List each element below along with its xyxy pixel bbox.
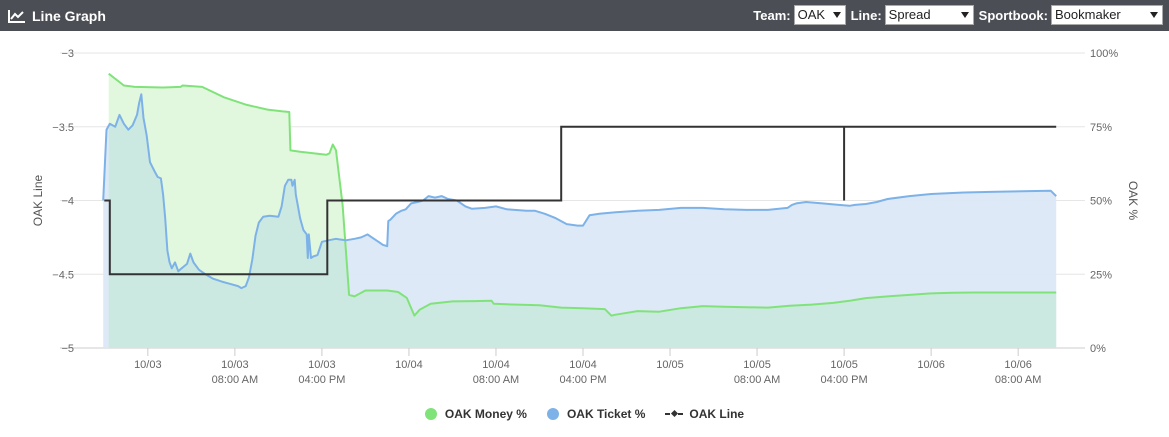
team-select-value: OAK: [797, 7, 826, 22]
y-left-tick-label: −3: [61, 48, 74, 60]
line-graph: 10/03 10/03 08:00 AM 10/03 04:00 PM 10/04 10/0…: [31, 48, 1140, 386]
legend-item-line[interactable]: OAK Line: [665, 407, 744, 421]
x-tick-label: 10/05: [743, 359, 771, 371]
x-tick-label: 10/05: [656, 359, 684, 371]
x-tick-label: 10/05: [830, 359, 858, 371]
sportsbook-select-value: Bookmaker: [1055, 7, 1121, 22]
legend-label-money: OAK Money %: [444, 407, 527, 421]
x-tick-label: 10/04: [395, 359, 423, 371]
x-tick-label: 10/03: [221, 359, 249, 371]
line-chart-icon: [8, 9, 26, 23]
chevron-down-icon: [1150, 12, 1158, 18]
x-tick-label: 10/04: [569, 359, 597, 371]
x-tick-label: 08:00 AM: [734, 374, 780, 386]
x-tick-label: 10/06: [1004, 359, 1032, 371]
legend-label-ticket: OAK Ticket %: [566, 407, 646, 421]
money-series-swatch: [424, 408, 437, 420]
chart-title: Line Graph: [32, 7, 106, 24]
x-tick-label: 10/03: [134, 359, 162, 371]
x-tick-label: 10/06: [917, 359, 945, 371]
line-series-swatch: [665, 408, 684, 420]
sportsbook-select[interactable]: Bookmaker: [1051, 5, 1163, 25]
y-right-tick-label: 50%: [1090, 196, 1112, 208]
sportsbook-label: Sportbook:: [978, 7, 1048, 23]
team-label: Team:: [753, 7, 791, 23]
line-select-value: Spread: [888, 7, 931, 22]
x-tick-label: 08:00 AM: [995, 374, 1041, 386]
x-tick-label: 08:00 AM: [473, 374, 519, 386]
x-tick-label: 10/04: [482, 359, 510, 371]
chart-area: 10/03 10/03 08:00 AM 10/03 04:00 PM 10/04 10/0…: [0, 31, 1169, 437]
oak-line-series: [104, 125, 1057, 276]
line-label: Line:: [850, 7, 882, 23]
x-tick-label: 10/03: [308, 359, 336, 371]
x-tick-label: 04:00 PM: [821, 374, 868, 386]
legend-item-ticket[interactable]: OAK Ticket %: [546, 407, 646, 421]
y-right-axis-title: OAK %: [1126, 181, 1140, 221]
team-select[interactable]: OAK: [793, 5, 846, 25]
y-right-tick-label: 75%: [1090, 122, 1112, 134]
line-select[interactable]: Spread: [884, 5, 974, 25]
x-tick-label: 08:00 AM: [212, 374, 258, 386]
ticket-series-swatch: [546, 408, 559, 420]
ticket-series-line: [102, 93, 1057, 290]
x-tick-label: 04:00 PM: [298, 374, 345, 386]
y-right-tick-label: 100%: [1090, 48, 1118, 60]
legend-label-line: OAK Line: [689, 407, 745, 421]
chevron-down-icon: [832, 12, 841, 18]
y-left-tick-label: −5: [61, 343, 74, 355]
chart-legend: OAK Money % OAK Ticket % OAK Line: [0, 405, 1169, 423]
title-wrap: Line Graph: [8, 8, 106, 24]
y-left-axis-title: OAK Line: [31, 174, 45, 226]
y-left-tick-label: −4.5: [52, 269, 74, 281]
y-right-tick-label: 25%: [1090, 269, 1112, 281]
y-left-tick-label: −3.5: [52, 122, 74, 134]
money-series-line: [108, 72, 1057, 317]
chart-header: Line Graph Team: OAK Line: Spread Sportb…: [0, 0, 1169, 31]
chevron-down-icon: [960, 12, 969, 18]
legend-item-money[interactable]: OAK Money %: [424, 407, 527, 421]
x-tick-label: 04:00 PM: [559, 374, 606, 386]
y-left-tick-label: −4: [61, 196, 74, 208]
y-right-tick-label: 0%: [1090, 343, 1106, 355]
filter-controls: Team: OAK Line: Spread Sportbook: Bookma…: [753, 4, 1163, 26]
